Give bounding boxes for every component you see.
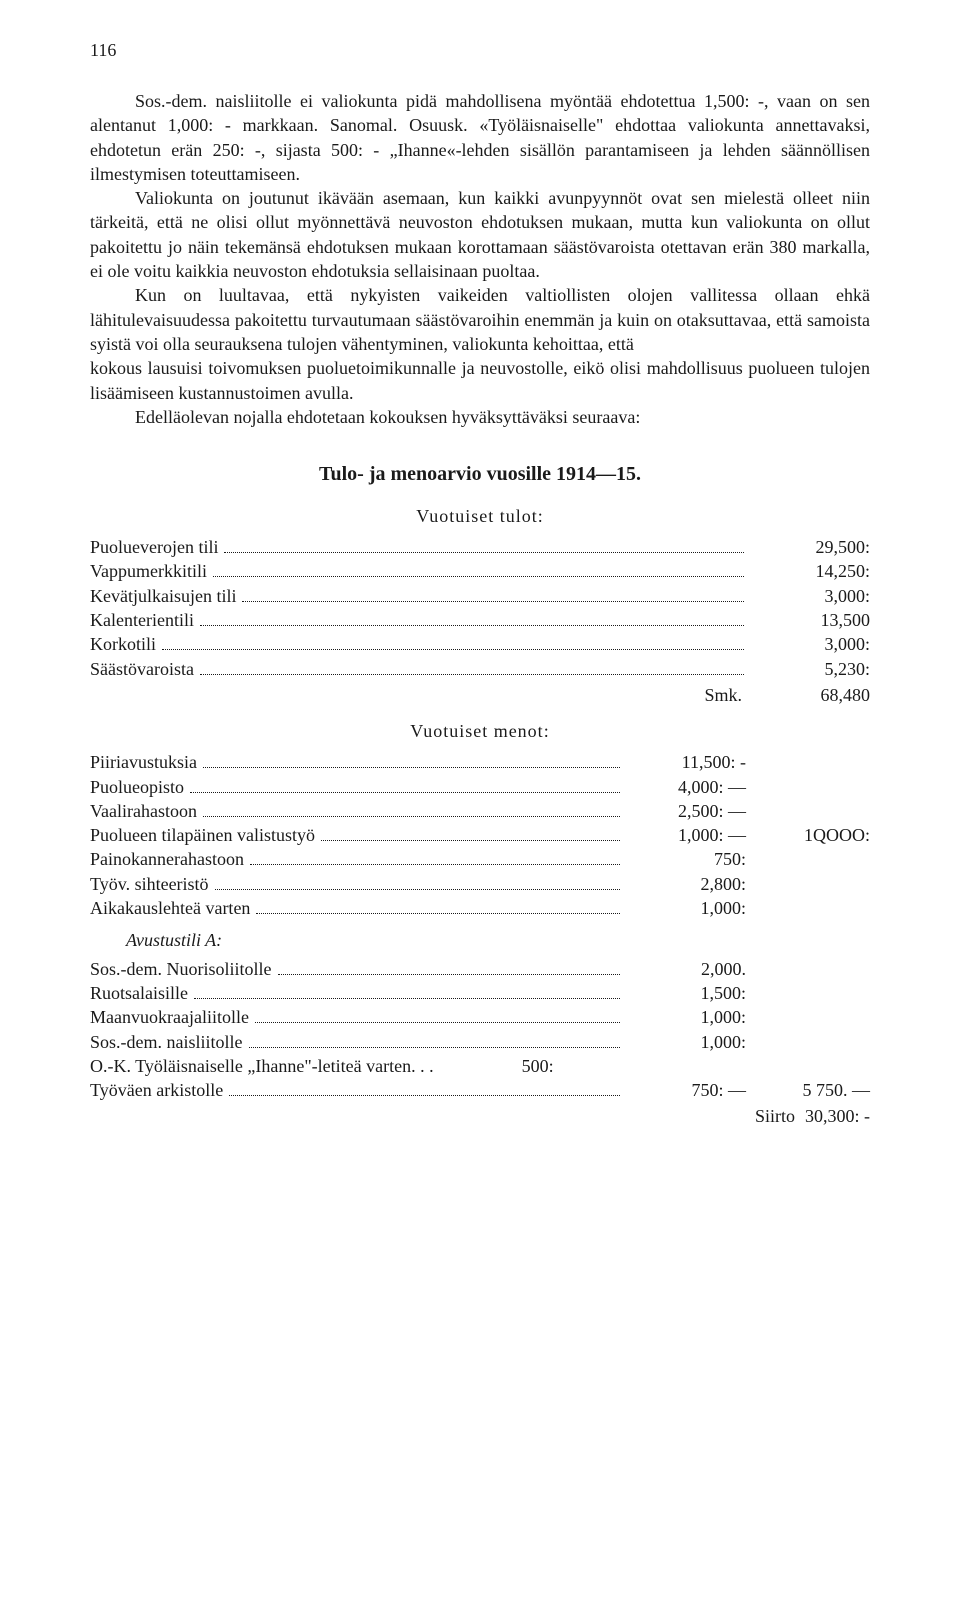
expense-row: Piiriavustuksia 11,500: -: [90, 750, 870, 774]
sub-a-label: O.-K. Työläisnaiselle „Ihanne"-letiteä v…: [90, 1054, 434, 1078]
sub-a-row: Työväen arkistolle 750: — 5 750. —: [90, 1078, 870, 1102]
income-value: 14,250:: [750, 559, 870, 583]
expense-label: Painokannerahastoon: [90, 847, 244, 871]
leader-dots: [213, 562, 744, 577]
leader-dots: [256, 899, 620, 914]
leader-dots: [200, 659, 744, 674]
paragraph-1: Sos.-dem. naisliitolle ei valiokunta pid…: [90, 89, 870, 186]
expense-row: Aikakauslehteä varten 1,000:: [90, 896, 870, 920]
sub-a-row: Sos.-dem. Nuorisoliitolle 2,000.: [90, 957, 870, 981]
expense-value: 2,800:: [626, 872, 746, 896]
income-row: Puolueverojen tili 29,500:: [90, 535, 870, 559]
sub-a-value: 1,500:: [626, 981, 746, 1005]
sub-a-value: 2,000.: [626, 957, 746, 981]
expense-row: Puolueopisto 4,000: —: [90, 775, 870, 799]
sub-a-label: Sos.-dem. naisliitolle: [90, 1030, 243, 1054]
sub-a-label: Maanvuokraajaliitolle: [90, 1005, 249, 1029]
expense-value: 1,000: —: [626, 823, 746, 847]
sub-a-value: 1,000:: [626, 1030, 746, 1054]
leader-dots: [194, 984, 620, 999]
expense-row: Vaalirahastoon 2,500: —: [90, 799, 870, 823]
page-number: 116: [90, 40, 870, 61]
inset-resolution: kokous lausuisi toivomuksen puoluetoimik…: [90, 356, 870, 405]
carry-label: Siirto: [755, 1104, 795, 1128]
income-table: Puolueverojen tili 29,500: Vappumerkkiti…: [90, 535, 870, 707]
income-row: Säästövaroista 5,230:: [90, 657, 870, 681]
income-sum-row: Smk. 68,480: [90, 683, 870, 707]
leader-dots: [278, 959, 621, 974]
income-label: Vappumerkkitili: [90, 559, 207, 583]
sub-a-row: Maanvuokraajaliitolle 1,000:: [90, 1005, 870, 1029]
income-label: Kalenterientili: [90, 608, 194, 632]
expense-label: Piiriavustuksia: [90, 750, 197, 774]
income-value: 3,000:: [750, 632, 870, 656]
leader-dots: [321, 826, 620, 841]
subhead-a: Avustustili A:: [126, 928, 870, 952]
income-heading: Vuotuiset tulot:: [90, 506, 870, 527]
leader-dots: [203, 753, 620, 768]
sub-a-label: Työväen arkistolle: [90, 1078, 223, 1102]
carry-row: Siirto 30,300: -: [90, 1104, 870, 1128]
leader-dots: [242, 586, 744, 601]
expense-label: Puolueopisto: [90, 775, 184, 799]
paragraph-4: Edelläolevan nojalla ehdotetaan kokoukse…: [90, 405, 870, 429]
income-label: Säästövaroista: [90, 657, 194, 681]
expense-row: Painokannerahastoon 750:: [90, 847, 870, 871]
expense-table: Piiriavustuksia 11,500: - Puolueopisto 4…: [90, 750, 870, 1128]
paragraph-2: Valiokunta on joutunut ikävään asemaan, …: [90, 186, 870, 283]
sub-a-row: Sos.-dem. naisliitolle 1,000:: [90, 1030, 870, 1054]
sub-a-label: Sos.-dem. Nuorisoliitolle: [90, 957, 272, 981]
expense-row: Työv. sihteeristö 2,800:: [90, 872, 870, 896]
sub-a-value: 1,000:: [626, 1005, 746, 1029]
income-sum-value: 68,480: [750, 683, 870, 707]
expense-label: Työv. sihteeristö: [90, 872, 209, 896]
leader-dots: [200, 611, 744, 626]
expense-value: 11,500: -: [626, 750, 746, 774]
sub-a-value: 750: —: [626, 1078, 746, 1102]
income-value: 29,500:: [750, 535, 870, 559]
income-row: Vappumerkkitili 14,250:: [90, 559, 870, 583]
sub-a-row: Ruotsalaisille 1,500:: [90, 981, 870, 1005]
leader-dots: [249, 1032, 621, 1047]
income-row: Korkotili 3,000:: [90, 632, 870, 656]
carry-value: 30,300: -: [805, 1104, 870, 1128]
income-sum-label: Smk.: [704, 683, 742, 707]
expense-value: 1,000:: [626, 896, 746, 920]
sub-a-value-2: 5 750. —: [770, 1078, 870, 1102]
paragraph-3: Kun on luultavaa, että nykyisten vaikeid…: [90, 283, 870, 356]
expense-value-2: 1QOOO:: [770, 823, 870, 847]
expense-value: 2,500: —: [626, 799, 746, 823]
leader-dots: [229, 1081, 620, 1096]
expense-label: Vaalirahastoon: [90, 799, 197, 823]
income-row: Kevätjulkaisujen tili 3,000:: [90, 584, 870, 608]
expense-value: 750:: [626, 847, 746, 871]
leader-dots: [215, 874, 620, 889]
leader-dots: [255, 1008, 620, 1023]
income-value: 13,500: [750, 608, 870, 632]
expense-value: 4,000: —: [626, 775, 746, 799]
leader-dots: [224, 538, 744, 553]
sub-a-row: O.-K. Työläisnaiselle „Ihanne"-letiteä v…: [90, 1054, 870, 1078]
income-label: Puolueverojen tili: [90, 535, 218, 559]
income-label: Korkotili: [90, 632, 156, 656]
leader-dots: [190, 777, 620, 792]
leader-dots: [203, 801, 620, 816]
body-text: Sos.-dem. naisliitolle ei valiokunta pid…: [90, 89, 870, 429]
expense-label: Aikakauslehteä varten: [90, 896, 250, 920]
sub-a-label: Ruotsalaisille: [90, 981, 188, 1005]
income-row: Kalenterientili 13,500: [90, 608, 870, 632]
budget-title: Tulo- ja menoarvio vuosille 1914—15.: [90, 463, 870, 486]
income-value: 3,000:: [750, 584, 870, 608]
expense-heading: Vuotuiset menot:: [90, 721, 870, 742]
income-value: 5,230:: [750, 657, 870, 681]
sub-a-value: 500:: [434, 1054, 554, 1078]
income-label: Kevätjulkaisujen tili: [90, 584, 236, 608]
leader-dots: [162, 635, 744, 650]
leader-dots: [250, 850, 620, 865]
expense-label: Puolueen tilapäinen valistustyö: [90, 823, 315, 847]
expense-row: Puolueen tilapäinen valistustyö 1,000: —…: [90, 823, 870, 847]
